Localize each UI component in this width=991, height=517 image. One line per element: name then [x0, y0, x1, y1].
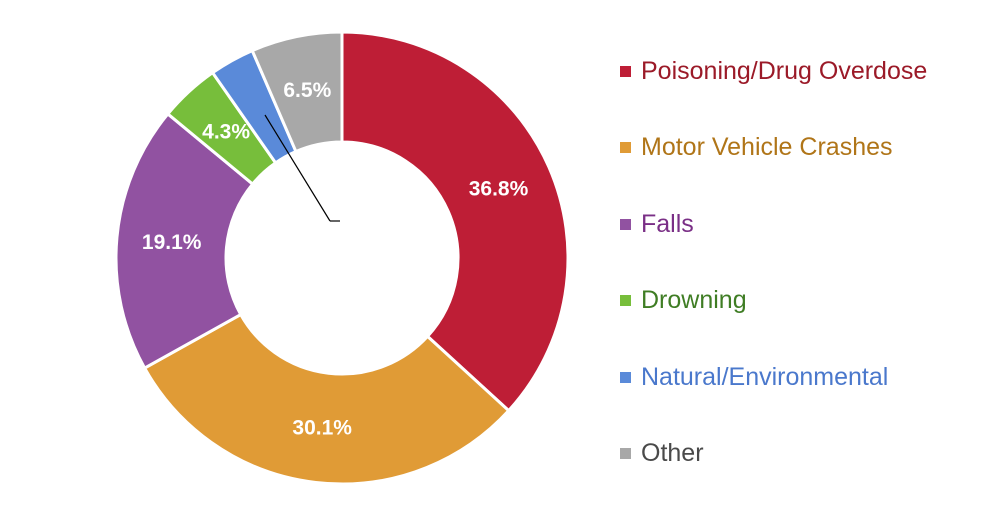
slice-other	[250, 30, 344, 154]
legend-label-falls: Falls	[641, 209, 694, 238]
slice-label-falls: 19.1%	[142, 231, 202, 254]
slice-labels: 36.8% 30.1% 19.1% 4.3% 3.2% 6.5%	[142, 79, 529, 439]
legend-item-natural-environmental: Natural/Environmental	[620, 354, 927, 400]
legend-item-poisoning: Poisoning/Drug Overdose	[620, 48, 927, 94]
legend-label-poisoning: Poisoning/Drug Overdose	[641, 56, 928, 85]
slice-label-drowning: 4.3%	[202, 121, 250, 144]
legend-label-motor-vehicle: Motor Vehicle Crashes	[641, 133, 893, 161]
legend-label-natural-environmental: Natural/Environmental	[641, 362, 889, 391]
chart-legend: Poisoning/Drug Overdose Motor Vehicle Cr…	[620, 48, 927, 507]
slice-motor-vehicle	[142, 312, 511, 486]
slice-label-natural-environmental: 3.2%	[348, 210, 396, 233]
legend-swatch-motor-vehicle	[620, 142, 631, 153]
slice-label-motor-vehicle: 30.1%	[292, 416, 352, 439]
legend-item-other: Other	[620, 431, 927, 477]
legend-swatch-natural-environmental	[620, 371, 631, 383]
legend-swatch-drowning	[620, 295, 631, 306]
slice-label-poisoning: 36.8%	[469, 178, 529, 201]
donut-slices	[114, 30, 570, 486]
legend-item-drowning: Drowning	[620, 278, 927, 324]
legend-item-motor-vehicle: Motor Vehicle Crashes	[620, 125, 927, 171]
legend-item-falls: Falls	[620, 201, 927, 247]
legend-swatch-poisoning	[620, 65, 631, 77]
natural-environmental-leader-line	[264, 114, 331, 222]
legend-swatch-other	[620, 448, 631, 459]
slice-label-other: 6.5%	[283, 79, 331, 102]
slice-falls	[114, 111, 255, 371]
legend-label-drowning: Drowning	[641, 286, 747, 314]
legend-label-other: Other	[641, 439, 704, 467]
legend-swatch-falls	[620, 218, 631, 230]
slice-poisoning	[340, 30, 570, 413]
